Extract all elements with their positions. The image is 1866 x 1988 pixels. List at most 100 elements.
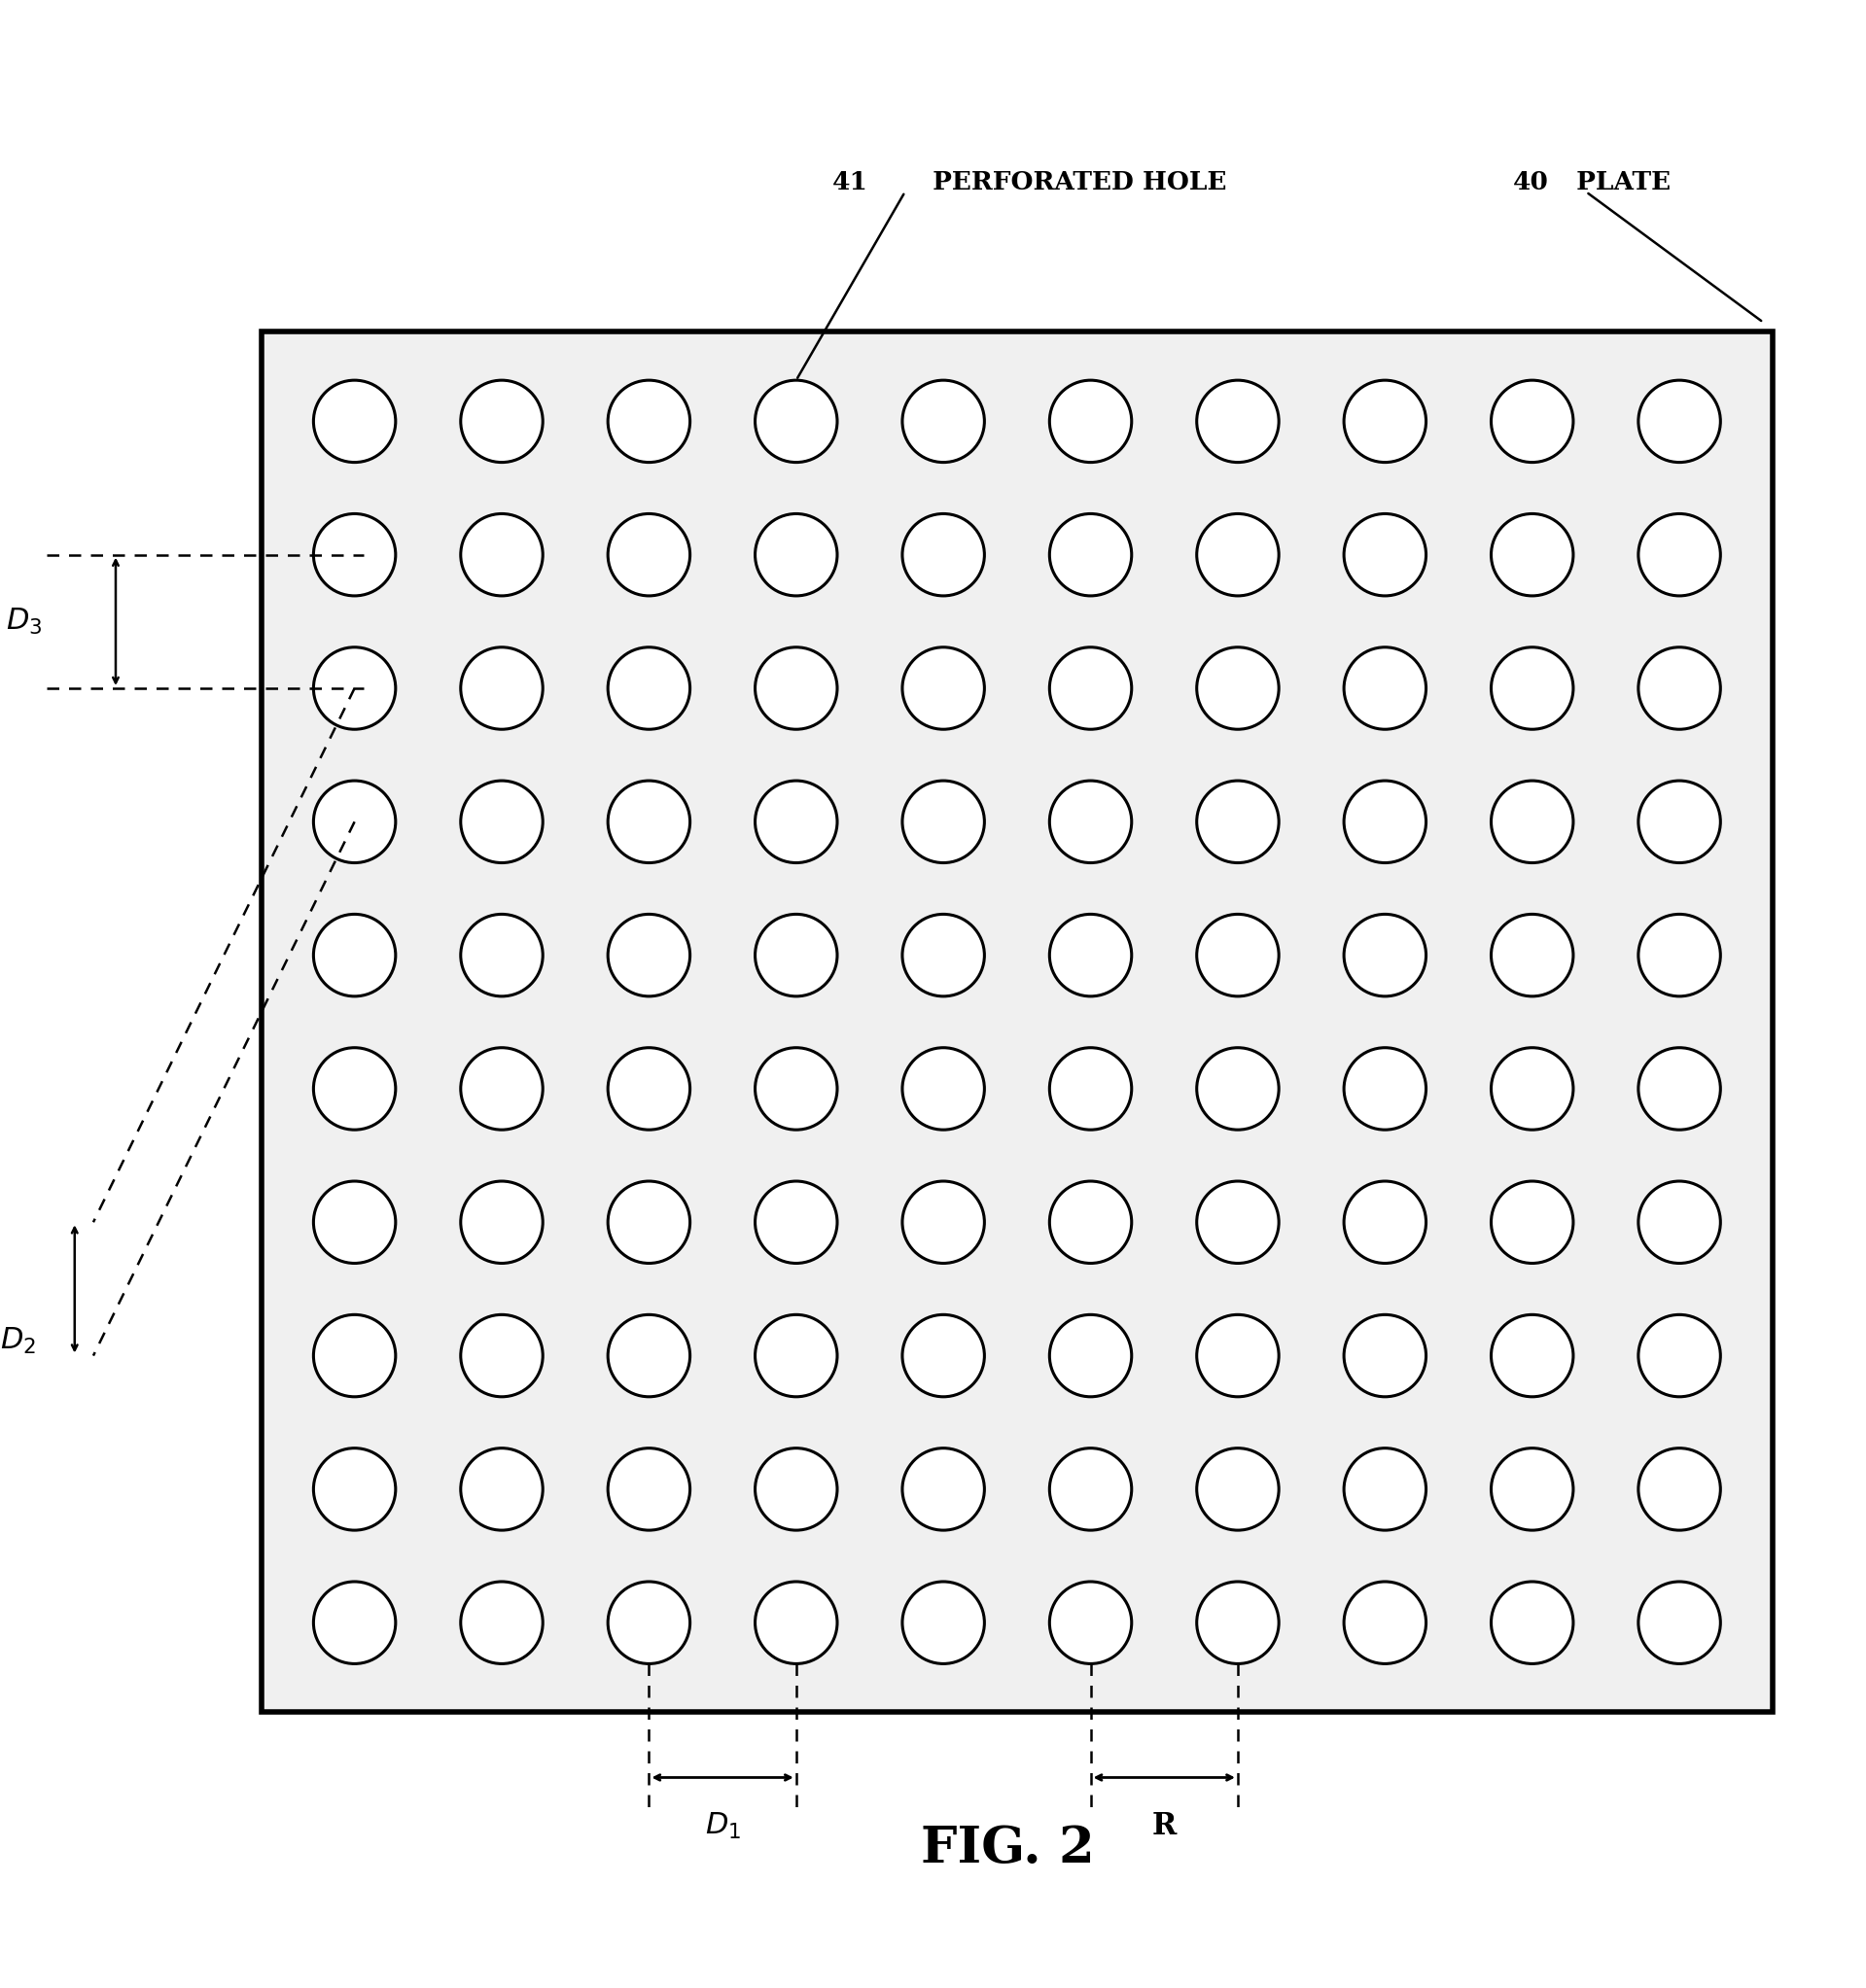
Circle shape — [608, 380, 690, 463]
Circle shape — [313, 1447, 396, 1531]
Circle shape — [1638, 648, 1720, 730]
Circle shape — [1491, 781, 1573, 863]
Circle shape — [608, 1181, 690, 1262]
Circle shape — [608, 1048, 690, 1129]
Circle shape — [313, 648, 396, 730]
Bar — [261, 332, 1773, 1712]
Circle shape — [1049, 1582, 1131, 1664]
Circle shape — [1344, 1447, 1426, 1531]
Circle shape — [313, 1048, 396, 1129]
Circle shape — [313, 380, 396, 463]
Circle shape — [1491, 513, 1573, 596]
Circle shape — [1049, 1447, 1131, 1531]
Circle shape — [608, 1582, 690, 1664]
Circle shape — [756, 380, 838, 463]
Text: PERFORATED HOLE: PERFORATED HOLE — [924, 171, 1226, 195]
Circle shape — [313, 513, 396, 596]
Text: $D_3$: $D_3$ — [6, 606, 41, 636]
Circle shape — [1049, 1181, 1131, 1262]
Circle shape — [756, 1582, 838, 1664]
Circle shape — [1491, 380, 1573, 463]
Circle shape — [1196, 1447, 1278, 1531]
Circle shape — [903, 1447, 985, 1531]
Circle shape — [1638, 1181, 1720, 1262]
Circle shape — [1491, 1181, 1573, 1262]
Circle shape — [1196, 648, 1278, 730]
Circle shape — [756, 781, 838, 863]
Circle shape — [461, 1314, 543, 1398]
Circle shape — [756, 914, 838, 996]
Circle shape — [1049, 648, 1131, 730]
Circle shape — [1049, 1314, 1131, 1398]
Circle shape — [1049, 1048, 1131, 1129]
Circle shape — [608, 1447, 690, 1531]
Circle shape — [1344, 648, 1426, 730]
Circle shape — [608, 648, 690, 730]
Circle shape — [1196, 380, 1278, 463]
Circle shape — [1344, 914, 1426, 996]
Circle shape — [756, 1447, 838, 1531]
Circle shape — [313, 1314, 396, 1398]
Circle shape — [1049, 914, 1131, 996]
Circle shape — [608, 513, 690, 596]
Circle shape — [1196, 1582, 1278, 1664]
Text: $D_2$: $D_2$ — [0, 1326, 35, 1356]
Circle shape — [461, 1582, 543, 1664]
Circle shape — [461, 513, 543, 596]
Circle shape — [313, 914, 396, 996]
Circle shape — [1049, 781, 1131, 863]
Text: $D_1$: $D_1$ — [705, 1811, 741, 1841]
Circle shape — [461, 1181, 543, 1262]
Circle shape — [1196, 914, 1278, 996]
Circle shape — [1049, 380, 1131, 463]
Circle shape — [756, 513, 838, 596]
Circle shape — [1196, 1048, 1278, 1129]
Circle shape — [756, 1314, 838, 1398]
Circle shape — [903, 1181, 985, 1262]
Circle shape — [461, 1048, 543, 1129]
Circle shape — [1638, 380, 1720, 463]
Circle shape — [461, 781, 543, 863]
Circle shape — [1638, 781, 1720, 863]
Circle shape — [1638, 1048, 1720, 1129]
Circle shape — [1049, 513, 1131, 596]
Circle shape — [608, 781, 690, 863]
Circle shape — [1491, 1582, 1573, 1664]
Circle shape — [1638, 914, 1720, 996]
Circle shape — [903, 1582, 985, 1664]
Circle shape — [1638, 513, 1720, 596]
Circle shape — [608, 1314, 690, 1398]
Circle shape — [903, 648, 985, 730]
Text: 41: 41 — [832, 171, 868, 195]
Circle shape — [1344, 1582, 1426, 1664]
Circle shape — [756, 1048, 838, 1129]
Circle shape — [1344, 1181, 1426, 1262]
Circle shape — [1196, 1314, 1278, 1398]
Text: FIG. 2: FIG. 2 — [920, 1823, 1095, 1873]
Circle shape — [1491, 1447, 1573, 1531]
Circle shape — [608, 914, 690, 996]
Circle shape — [1344, 781, 1426, 863]
Circle shape — [1491, 1048, 1573, 1129]
Circle shape — [1344, 513, 1426, 596]
Circle shape — [1638, 1447, 1720, 1531]
Circle shape — [461, 914, 543, 996]
Circle shape — [903, 1314, 985, 1398]
Circle shape — [1491, 648, 1573, 730]
Circle shape — [1344, 1048, 1426, 1129]
Circle shape — [1638, 1582, 1720, 1664]
Circle shape — [1344, 1314, 1426, 1398]
Circle shape — [756, 648, 838, 730]
Circle shape — [903, 380, 985, 463]
Circle shape — [313, 1181, 396, 1262]
Circle shape — [1196, 1181, 1278, 1262]
Circle shape — [903, 781, 985, 863]
Circle shape — [1344, 380, 1426, 463]
Text: R: R — [1151, 1811, 1177, 1841]
Circle shape — [461, 380, 543, 463]
Circle shape — [903, 914, 985, 996]
Circle shape — [1196, 781, 1278, 863]
Circle shape — [461, 1447, 543, 1531]
Circle shape — [313, 781, 396, 863]
Circle shape — [1491, 1314, 1573, 1398]
